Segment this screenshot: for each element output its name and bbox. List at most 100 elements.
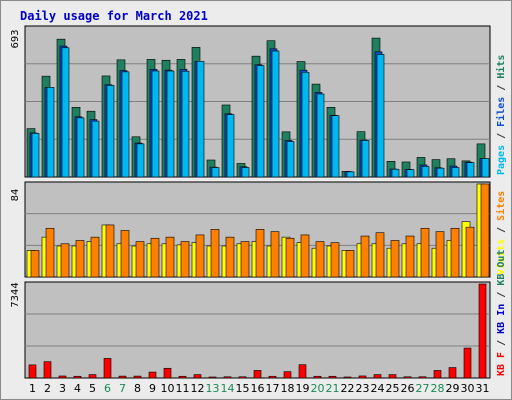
top-bar-pages [76,117,85,178]
bottom-bar-kb-f [403,376,412,379]
bottom-bar-kb-f [433,370,442,379]
legend-separator: / [496,127,507,145]
top-bar-pages [406,169,415,178]
middle-bar-sites [255,229,265,278]
x-tick-label: 20 [311,382,325,395]
middle-legend: Visits / Sites [495,191,507,275]
chart-title: Daily usage for March 2021 [20,9,208,23]
bottom-bar-kb-f [88,374,97,379]
middle-bar-sites [450,227,460,278]
bottom-bar-kb-f [373,374,382,379]
x-tick-label: 23 [356,382,370,395]
middle-bar-sites [105,224,115,278]
x-tick-label: 3 [59,382,66,395]
middle-bar-sites [165,236,175,278]
x-tick-label: 26 [401,382,415,395]
bottom-bar-kb-f [358,375,367,379]
top-bar-pages [271,50,280,178]
legend-visits: Visits [495,239,507,275]
legend-sites: Sites [495,191,507,221]
middle-bar-sites [390,240,400,278]
x-tick-label: 16 [251,382,265,395]
legend-kb-f: KB F [496,352,507,376]
bottom-bar-kb-f [223,376,232,379]
x-tick-label: 11 [176,382,190,395]
legend-separator: / [496,334,507,352]
top-bar-pages [136,143,145,178]
x-tick-label: 28 [431,382,445,395]
top-bar-pages [346,171,355,178]
x-tick-label: 10 [161,382,175,395]
bottom-bar-kb-f [178,375,187,379]
bottom-plot-area [24,281,491,379]
legend-pages: Pages [496,145,507,175]
x-tick-label: 5 [89,382,96,395]
top-bar-pages [466,162,475,178]
bottom-bar-kb-f [448,367,457,379]
middle-bar-sites [150,237,160,278]
x-tick-label: 14 [221,382,235,395]
x-tick-label: 13 [206,382,220,395]
middle-bar-sites [345,250,355,278]
top-bar-pages [436,167,445,178]
x-tick-label: 9 [149,382,156,395]
top-bar-pages [211,167,220,178]
middle-bar-sites [75,240,85,278]
middle-bar-sites [30,250,40,278]
top-bar-pages [361,140,370,178]
middle-bar-sites [300,234,310,278]
top-max-label: 693 [10,29,21,48]
legend-files: Files [495,97,507,127]
middle-bar-sites [195,234,205,278]
middle-bar-sites [465,226,475,278]
x-tick-label: 21 [326,382,340,395]
bottom-bar-kb-f [103,358,112,379]
legend-hits: Hits [495,55,507,79]
x-tick-label: 30 [461,382,475,395]
x-tick-label: 1 [29,382,36,395]
bottom-bar-kb-f [118,375,127,379]
middle-bar-sites [315,241,325,278]
bottom-bar-kb-f [298,364,307,379]
top-bar-pages [481,158,490,178]
top-bar-pages [91,120,100,178]
top-bar-pages [166,70,175,178]
bottom-bar-kb-f [388,374,397,379]
top-bar-pages [151,70,160,178]
top-bar-pages [181,70,190,178]
bottom-bar-kb-f [193,374,202,379]
top-bar-pages [286,141,295,178]
middle-bar-sites [405,235,415,278]
bottom-bar-kb-f [418,376,427,379]
bottom-bar-kb-f [163,367,172,379]
legend-separator: / [496,79,507,97]
bottom-bar-kb-f [133,375,142,379]
top-bar-pages [241,167,250,178]
top-bar-pages [256,65,265,178]
bottom-bar-kb-f [328,375,337,379]
bottom-bar-kb-f [268,375,277,379]
top-bar-pages [121,71,130,178]
x-tick-label: 29 [446,382,460,395]
top-bar-pages [391,168,400,178]
middle-bar-sites [270,231,280,278]
middle-bar-sites [180,241,190,278]
bottom-bar-kb-f [208,376,217,379]
x-tick-label: 27 [416,382,430,395]
middle-bar-sites [375,232,385,278]
middle-bar-sites [435,231,445,278]
top-bar-pages [31,133,40,178]
bottom-bar-kb-f [73,375,82,379]
top-bar-pages [301,71,310,178]
x-tick-label: 15 [236,382,250,395]
middle-bar-sites [135,241,145,278]
bottom-bar-kb-f [253,370,262,379]
middle-bar-sites [225,236,235,278]
bottom-bar-kb-f [238,376,247,379]
bottom-bar-kb-f [43,361,52,379]
top-bar-pages [106,85,115,178]
middle-bar-sites [360,235,370,278]
middle-bar-sites [60,243,70,278]
middle-bar-sites [285,237,295,278]
legend-separator: / [496,286,507,304]
